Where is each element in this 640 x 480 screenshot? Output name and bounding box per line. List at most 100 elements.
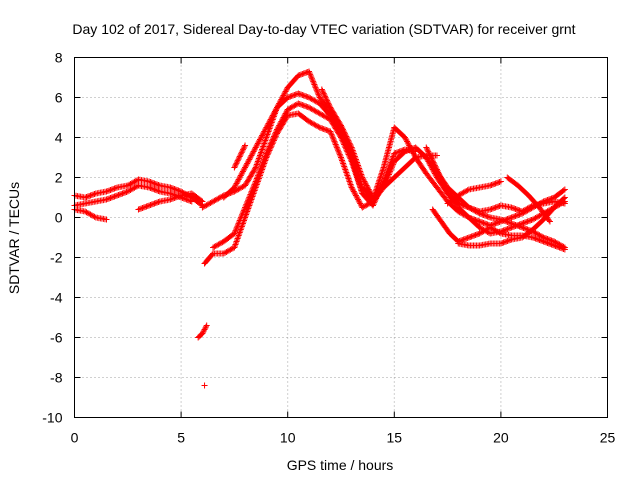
series-track-19: [504, 174, 553, 225]
data-point: [266, 117, 273, 124]
data-point: [253, 177, 260, 184]
data-point: [387, 167, 394, 174]
data-point: [335, 148, 342, 155]
data-point: [390, 153, 397, 160]
data-point: [247, 155, 254, 162]
data-point: [234, 157, 241, 164]
data-point: [234, 159, 241, 165]
x-tick-label: 10: [280, 430, 296, 446]
series-track-10: [220, 90, 568, 215]
data-point: [350, 187, 357, 194]
data-point: [315, 123, 322, 130]
data-point: [545, 217, 552, 224]
data-point: [200, 327, 207, 334]
data-point: [236, 154, 243, 161]
data-point: [233, 224, 240, 231]
data-point: [244, 159, 251, 166]
data-point: [258, 163, 265, 170]
data-point: [341, 165, 348, 171]
data-point: [330, 137, 337, 144]
data-point: [341, 163, 348, 170]
data-point: [252, 179, 259, 186]
data-point: [283, 109, 290, 116]
data-point: [238, 213, 245, 220]
data-point: [313, 87, 320, 94]
data-point: [360, 175, 367, 182]
data-point: [343, 171, 350, 177]
data-point: [275, 123, 282, 130]
data-point: [342, 168, 349, 174]
data-point: [339, 159, 346, 165]
data-point: [347, 143, 354, 150]
data-point: [232, 161, 239, 168]
data-point: [202, 323, 209, 330]
data-points: [71, 68, 568, 389]
data-point: [345, 175, 352, 182]
data-point: [340, 162, 347, 168]
data-point: [281, 111, 288, 118]
data-point: [314, 88, 321, 95]
data-point: [279, 93, 286, 100]
data-point: [268, 139, 275, 146]
data-point: [269, 136, 276, 143]
data-point: [279, 115, 286, 122]
data-point: [265, 144, 272, 151]
data-point: [362, 181, 369, 188]
data-point: [369, 194, 376, 201]
y-tick-label: -6: [50, 330, 63, 346]
data-point: [312, 84, 319, 91]
data-point: [256, 136, 263, 143]
data-point: [247, 153, 254, 160]
data-point: [249, 149, 256, 156]
data-point: [239, 148, 246, 154]
data-point: [345, 139, 352, 145]
data-point: [246, 156, 253, 163]
data-point: [307, 71, 314, 78]
data-point: [371, 199, 378, 206]
data-point: [242, 204, 249, 211]
data-point: [402, 135, 409, 142]
chart-title: Day 102 of 2017, Sidereal Day-to-day VTE…: [72, 21, 575, 37]
data-point: [387, 168, 394, 175]
data-point: [341, 130, 348, 137]
data-point: [313, 85, 320, 92]
data-point: [318, 86, 325, 93]
data-point: [332, 140, 339, 147]
data-point: [271, 132, 278, 139]
data-point: [260, 143, 267, 150]
data-point: [323, 96, 330, 103]
data-point: [364, 183, 371, 190]
data-point: [264, 121, 271, 128]
data-point: [238, 171, 245, 178]
data-point: [308, 75, 315, 82]
data-point: [249, 185, 256, 192]
data-point: [231, 184, 238, 191]
data-point: [365, 186, 372, 193]
data-point: [346, 140, 353, 147]
data-point: [199, 330, 206, 337]
data-point: [266, 143, 273, 150]
data-point: [267, 116, 274, 123]
data-point: [242, 142, 249, 149]
grid-lines: [74, 57, 608, 418]
data-point: [353, 193, 360, 200]
data-point: [328, 131, 335, 138]
data-point: [308, 74, 315, 81]
data-point: [91, 213, 98, 220]
y-tick-label: 2: [55, 170, 63, 186]
data-point: [423, 155, 430, 162]
data-point: [232, 227, 239, 234]
series-track-12: [318, 86, 376, 201]
data-point: [329, 132, 336, 139]
data-point: [260, 129, 267, 136]
data-point: [342, 132, 349, 139]
data-point: [426, 161, 433, 168]
data-point: [369, 202, 376, 209]
data-point: [260, 142, 267, 148]
data-point: [352, 192, 359, 199]
data-point: [258, 133, 265, 140]
data-point: [343, 133, 350, 140]
data-point: [274, 125, 281, 132]
data-point: [425, 150, 432, 156]
data-point: [257, 135, 264, 142]
